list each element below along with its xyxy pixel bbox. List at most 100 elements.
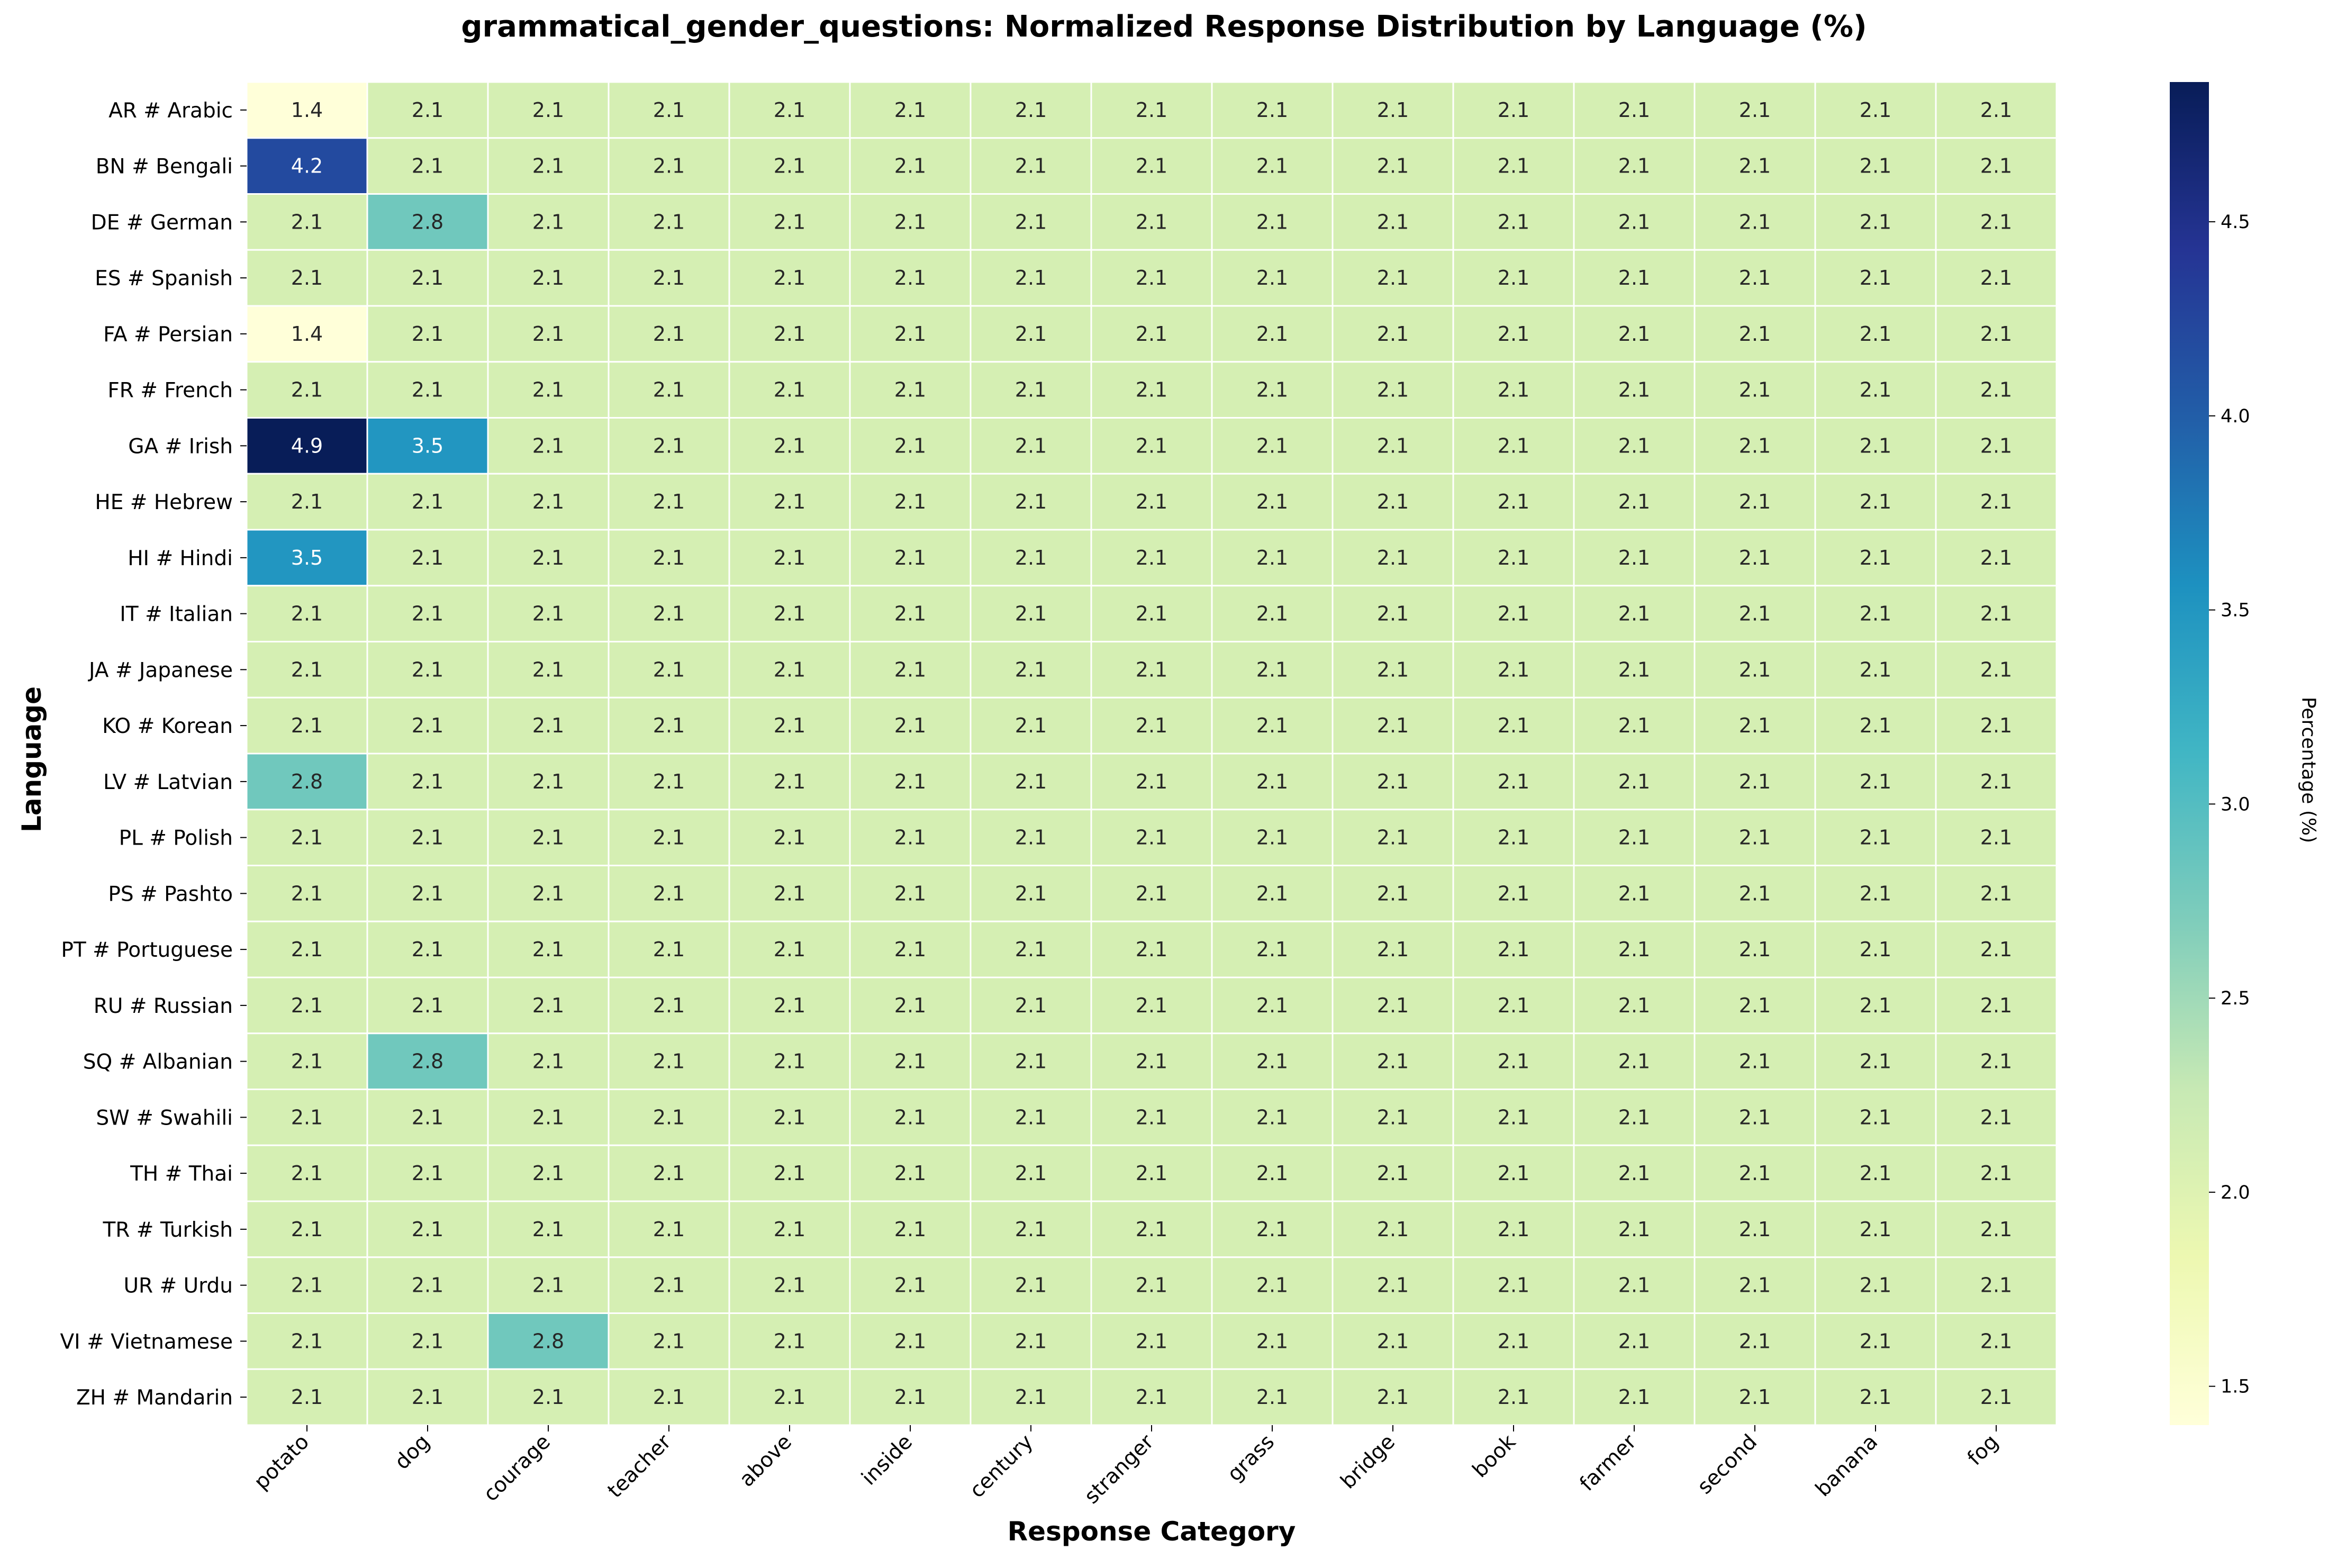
cell-value-label: 2.1: [1136, 378, 1167, 402]
y-tick-label: VI # Vietnamese: [60, 1330, 233, 1354]
cell-value-label: 2.1: [532, 1218, 564, 1241]
y-tick-label: AR # Arabic: [108, 99, 233, 123]
heatmap-cell: [246, 473, 368, 531]
cell-value-label: 2.1: [894, 98, 926, 122]
cell-value-label: 2.1: [412, 1162, 443, 1185]
cell-value-label: 2.1: [1980, 1218, 2012, 1241]
cell-value-label: 2.1: [894, 658, 926, 681]
heatmap-cell: [1331, 1368, 1454, 1426]
cell-value-label: 2.1: [1618, 938, 1650, 961]
heatmap-cell: [1452, 641, 1575, 699]
cell-value-label: 2.1: [1980, 882, 2012, 905]
cell-value-label: 2.8: [412, 210, 443, 233]
heatmap-cell: [608, 641, 730, 699]
cell-value-label: 2.1: [774, 1329, 805, 1353]
heatmap-cell: [608, 1312, 730, 1370]
heatmap-cell: [246, 193, 368, 251]
heatmap-cell: [366, 1256, 489, 1314]
y-tick-label: JA # Japanese: [87, 658, 233, 682]
heatmap-cell: [728, 193, 851, 251]
heatmap-cell: [849, 1032, 972, 1090]
heatmap-cell: [1090, 249, 1213, 307]
heatmap-cell: [1090, 1089, 1213, 1146]
cell-value-label: 2.1: [532, 938, 564, 961]
cell-value-label: 2.1: [1136, 826, 1167, 849]
cell-value-label: 2.1: [412, 378, 443, 402]
cell-value-label: 2.1: [1136, 266, 1167, 289]
cell-value-label: 2.1: [1618, 98, 1650, 122]
cell-value-label: 2.1: [1739, 1162, 1771, 1185]
heatmap-cell: [849, 1144, 972, 1202]
cell-value-label: 2.1: [1136, 98, 1167, 122]
cell-value-label: 2.1: [1618, 210, 1650, 233]
cell-value-label: 2.1: [1136, 210, 1167, 233]
cell-value-label: 2.1: [1980, 322, 2012, 346]
cell-value-label: 2.1: [894, 1050, 926, 1073]
colorbar-tick-label: 4.0: [2221, 406, 2250, 427]
cell-value-label: 2.1: [1739, 546, 1771, 569]
cell-value-label: 2.1: [1377, 378, 1409, 402]
heatmap-cell: [1935, 1200, 2058, 1258]
heatmap-cell: [1814, 1368, 1937, 1426]
cell-value-label: 2.1: [1860, 322, 1891, 346]
cell-value-label: 2.1: [1498, 882, 1529, 905]
heatmap-cell: [849, 137, 972, 195]
cell-value-label: 2.1: [1739, 1329, 1771, 1353]
heatmap-cell: [1573, 1032, 1696, 1090]
cell-value-label: 2.1: [291, 1385, 323, 1409]
heatmap-cell: [1935, 696, 2058, 755]
heatmap-cell: [246, 696, 368, 755]
heatmap-cell: [1211, 137, 1334, 195]
y-tick-label: DE # German: [91, 211, 233, 234]
heatmap-cell: [849, 1089, 972, 1146]
cell-value-label: 2.1: [774, 994, 805, 1017]
cell-value-label: 2.1: [1256, 210, 1288, 233]
cell-value-label: 2.1: [532, 378, 564, 402]
cell-value-label: 2.1: [1015, 1050, 1047, 1073]
heatmap-cell: [1452, 193, 1575, 251]
cell-value-label: 2.1: [1377, 1105, 1409, 1129]
heatmap-cell: [246, 529, 368, 587]
cell-value-label: 2.1: [1980, 658, 2012, 681]
colorbar: [2170, 82, 2209, 1425]
cell-value-label: 2.1: [1136, 602, 1167, 626]
cell-value-label: 2.1: [1980, 826, 2012, 849]
cell-value-label: 2.1: [291, 1218, 323, 1241]
cell-value-label: 2.1: [1136, 770, 1167, 793]
heatmap-cell: [1935, 1256, 2058, 1314]
cell-value-label: 2.1: [1015, 1385, 1047, 1409]
heatmap-cell: [1573, 137, 1696, 195]
cell-value-label: 2.1: [1498, 98, 1529, 122]
cell-value-label: 2.1: [653, 994, 685, 1017]
cell-value-label: 2.1: [1618, 882, 1650, 905]
heatmap-cell: [608, 865, 730, 922]
heatmap-cell: [1814, 1256, 1937, 1314]
cell-value-label: 2.1: [1618, 322, 1650, 346]
cell-value-label: 2.1: [1136, 1329, 1167, 1353]
heatmap-cell: [1814, 585, 1937, 642]
heatmap-cell: [487, 137, 610, 195]
heatmap-cell: [246, 1256, 368, 1314]
cell-value-label: 2.1: [1256, 378, 1288, 402]
cell-value-label: 2.1: [1739, 658, 1771, 681]
heatmap-cell: [728, 1312, 851, 1370]
cell-value-label: 2.1: [1377, 266, 1409, 289]
heatmap-cell: [728, 809, 851, 866]
cell-value-label: 2.1: [1377, 602, 1409, 626]
cell-value-label: 2.1: [1015, 938, 1047, 961]
cell-value-label: 2.1: [1739, 434, 1771, 457]
cell-value-label: 2.1: [1980, 1329, 2012, 1353]
heatmap-cell: [1814, 753, 1937, 811]
cell-value-label: 4.9: [291, 434, 323, 457]
cell-value-label: 2.1: [653, 770, 685, 793]
heatmap-cell: [1452, 1144, 1575, 1202]
heatmap-cell: [487, 193, 610, 251]
heatmap-cell: [366, 249, 489, 307]
cell-value-label: 2.1: [1377, 434, 1409, 457]
cell-value-label: 2.1: [1980, 602, 2012, 626]
cell-value-label: 2.1: [1498, 378, 1529, 402]
heatmap-cell: [970, 865, 1092, 922]
cell-value-label: 2.1: [1739, 266, 1771, 289]
heatmap-cell: [366, 1200, 489, 1258]
heatmap-cell: [1090, 976, 1213, 1035]
